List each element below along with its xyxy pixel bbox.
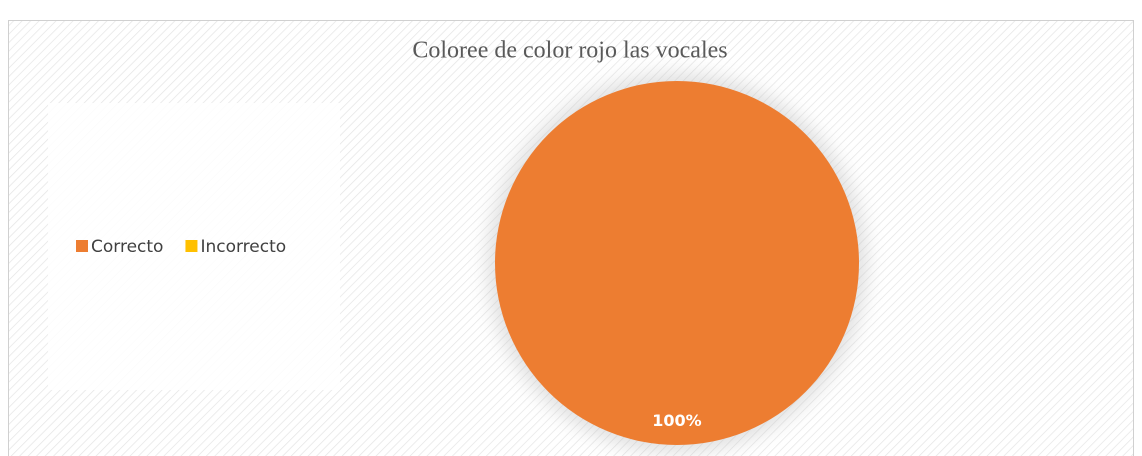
pie-slice <box>495 81 859 445</box>
legend: Correcto Incorrecto <box>76 237 286 257</box>
legend-label: Incorrecto <box>200 237 286 257</box>
chart-title: Coloree de color rojo las vocales <box>412 38 727 64</box>
pie: 100% <box>495 81 859 445</box>
legend-swatch <box>185 240 198 252</box>
data-label: 100% <box>652 411 701 430</box>
legend-swatch <box>76 240 88 252</box>
legend-label: Correcto <box>91 237 163 257</box>
